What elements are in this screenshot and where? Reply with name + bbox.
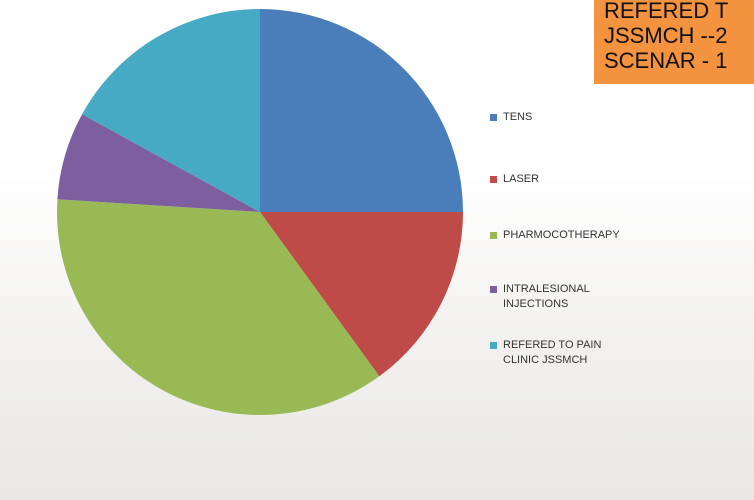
legend-swatch: [490, 286, 497, 293]
pie-slice: [260, 212, 463, 377]
legend-swatch: [490, 342, 497, 349]
note-line: REFERED T: [604, 0, 729, 23]
note-box: REFERED T JSSMCH --2 SCENAR - 1: [594, 0, 754, 84]
legend-label: REFERED TO PAIN CLINIC JSSMCH: [503, 339, 602, 366]
legend-label: PHARMOCOTHERAPY: [503, 229, 620, 241]
legend-item: INTRALESIONAL INJECTIONS: [490, 282, 618, 312]
legend-label: INTRALESIONAL INJECTIONS: [503, 283, 590, 310]
pie-slice: [56, 199, 380, 415]
note-line: SCENAR - 1: [604, 48, 728, 73]
legend-item: PHARMOCOTHERAPY: [490, 228, 620, 243]
legend-swatch: [490, 114, 497, 121]
pie-slice: [260, 9, 463, 212]
legend-swatch: [490, 176, 497, 183]
note-line: JSSMCH --2: [604, 23, 728, 48]
legend-item: TENS: [490, 110, 618, 125]
legend-item: REFERED TO PAIN CLINIC JSSMCH: [490, 338, 618, 368]
pie-slice: [82, 9, 260, 212]
legend-label: LASER: [503, 173, 540, 185]
pie-slice: [57, 114, 260, 212]
legend-label: TENS: [503, 111, 533, 123]
legend-swatch: [490, 232, 497, 239]
legend-item: LASER: [490, 172, 618, 187]
pie-chart: [56, 9, 463, 415]
